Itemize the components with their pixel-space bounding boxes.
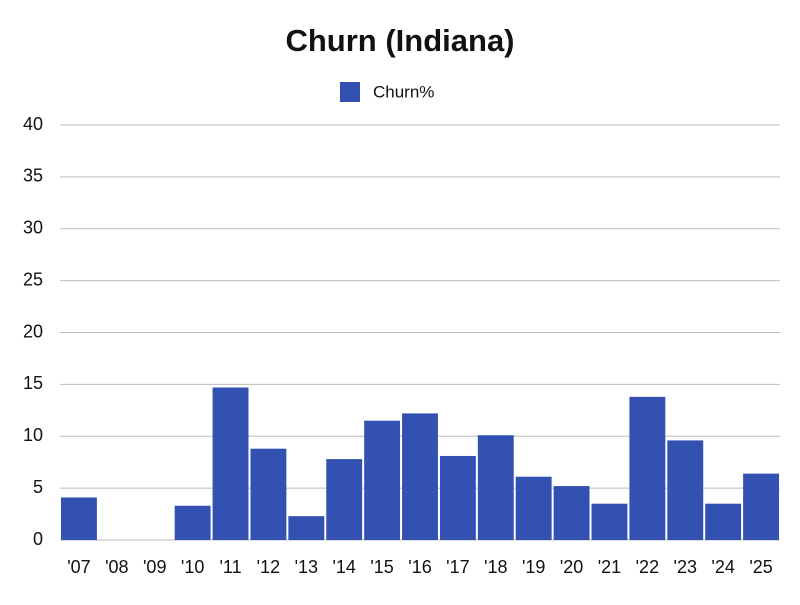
y-tick-label: 0 (33, 529, 43, 549)
bar (629, 396, 666, 540)
x-tick-label: '13 (295, 557, 318, 577)
bar (364, 420, 401, 540)
y-tick-label: 10 (23, 425, 43, 445)
x-tick-label: '17 (446, 557, 469, 577)
y-tick-label: 30 (23, 218, 43, 238)
x-tick-label: '07 (67, 557, 90, 577)
chart-title: Churn (Indiana) (285, 23, 514, 58)
bar (591, 503, 628, 540)
x-tick-label: '11 (219, 557, 241, 577)
bar (402, 413, 438, 540)
y-tick-label: 20 (23, 321, 43, 341)
bar (212, 387, 249, 540)
legend-label: Churn% (373, 82, 434, 101)
y-tick-label: 5 (33, 477, 43, 497)
x-tick-label: '23 (674, 557, 697, 577)
x-tick-label: '15 (370, 557, 393, 577)
bar (743, 473, 779, 540)
x-tick-label: '09 (143, 557, 166, 577)
x-tick-label: '19 (522, 557, 545, 577)
x-tick-label: '08 (105, 557, 128, 577)
bar (515, 476, 552, 540)
bar (250, 448, 287, 540)
bar (477, 435, 514, 540)
x-tick-label: '14 (332, 557, 355, 577)
bar (553, 486, 590, 540)
bar (288, 516, 325, 540)
x-tick-label: '25 (749, 557, 772, 577)
y-tick-label: 40 (23, 114, 43, 134)
x-tick-label: '12 (257, 557, 280, 577)
bar (174, 505, 211, 540)
y-tick-label: 15 (23, 373, 43, 393)
x-tick-label: '24 (711, 557, 734, 577)
x-tick-label: '18 (484, 557, 507, 577)
x-tick-label: '22 (636, 557, 659, 577)
x-tick-label: '21 (598, 557, 621, 577)
bar (61, 497, 97, 540)
bar (326, 459, 363, 540)
x-tick-label: '20 (560, 557, 583, 577)
y-tick-label: 25 (23, 269, 43, 289)
legend-swatch (340, 82, 360, 102)
y-tick-label: 35 (23, 166, 43, 186)
x-tick-label: '10 (181, 557, 204, 577)
bar (705, 503, 742, 540)
bar (439, 455, 476, 540)
x-tick-label: '16 (408, 557, 431, 577)
bar (667, 440, 704, 540)
